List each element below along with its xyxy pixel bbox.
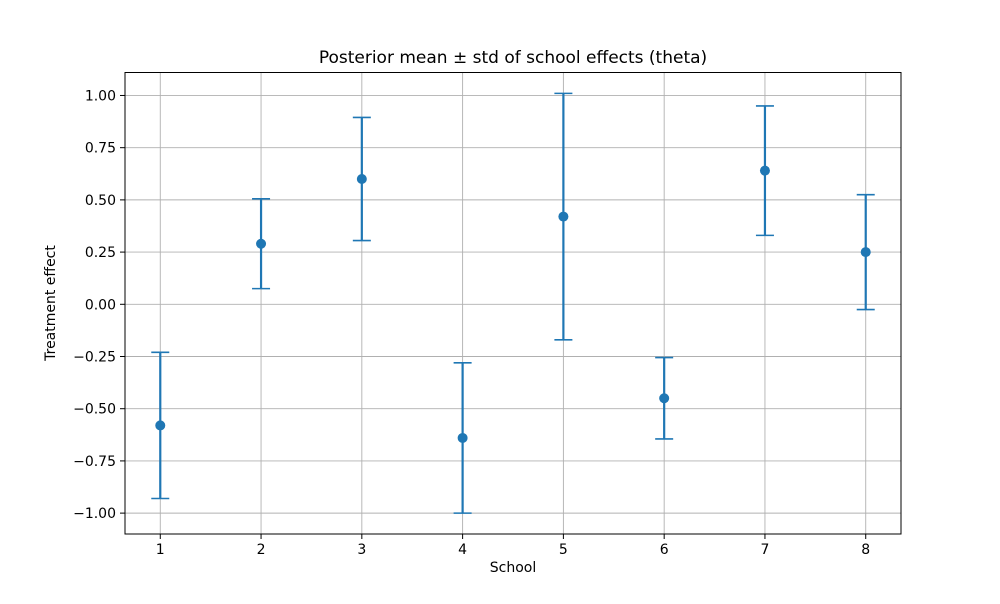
x-tick-label: 7 bbox=[760, 542, 769, 558]
chart-title: Posterior mean ± std of school effects (… bbox=[319, 48, 707, 68]
errorbar-point bbox=[252, 198, 271, 290]
errorbar-point bbox=[352, 116, 371, 242]
y-tick-label: 0.50 bbox=[85, 193, 116, 209]
x-tick-label: 1 bbox=[156, 542, 165, 558]
errorbar-point bbox=[856, 193, 875, 311]
y-tick-label: −0.75 bbox=[73, 454, 116, 470]
x-tick-label: 3 bbox=[357, 542, 366, 558]
y-tick-label: 1.00 bbox=[85, 88, 116, 104]
x-tick-label: 4 bbox=[458, 542, 467, 558]
x-tick-label: 8 bbox=[861, 542, 870, 558]
x-axis-label: School bbox=[490, 560, 536, 576]
errorbar-point bbox=[655, 356, 674, 440]
data-point-marker bbox=[457, 432, 468, 443]
grid-layer bbox=[125, 72, 901, 534]
errorbar-point bbox=[554, 92, 573, 341]
y-tick-label: −0.50 bbox=[73, 402, 116, 418]
errorbar-series bbox=[151, 92, 875, 514]
y-tick-label: 0.25 bbox=[85, 245, 116, 261]
x-tick-label: 6 bbox=[660, 542, 669, 558]
data-point-marker bbox=[256, 238, 267, 249]
data-point-marker bbox=[860, 247, 871, 258]
tick-layer: 1 2 3 4 5 6 7 8 1.00 0.75 0.50 0.25 0.00 −0.25 −0.50 −0… bbox=[73, 88, 870, 558]
x-tick-label: 2 bbox=[257, 542, 266, 558]
errorbar-point bbox=[453, 361, 472, 514]
axes-frame bbox=[124, 72, 902, 535]
x-tick-label: 5 bbox=[559, 542, 568, 558]
data-point-marker bbox=[558, 211, 569, 222]
data-point-marker bbox=[155, 420, 166, 431]
data-point-marker bbox=[759, 165, 770, 176]
y-axis-label: Treatment effect bbox=[43, 245, 59, 362]
y-tick-label: 0.00 bbox=[85, 297, 116, 313]
data-point-marker bbox=[659, 393, 670, 404]
y-tick-label: −0.25 bbox=[73, 350, 116, 366]
errorbar-point bbox=[755, 105, 774, 237]
data-point-marker bbox=[356, 174, 367, 184]
errorbar-point bbox=[151, 351, 170, 500]
y-tick-label: −1.00 bbox=[73, 506, 116, 522]
y-tick-label: 0.75 bbox=[85, 141, 116, 157]
